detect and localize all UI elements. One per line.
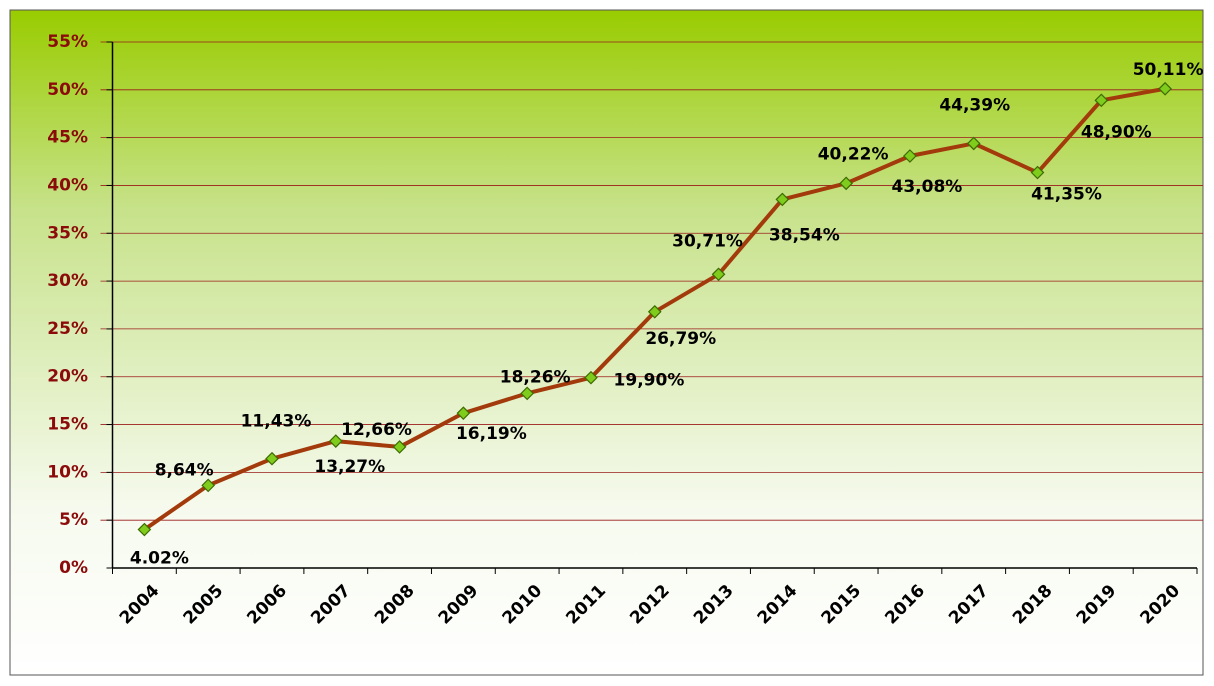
data-label: 44,39% [939, 95, 1010, 115]
marker [456, 406, 471, 421]
marker [201, 478, 216, 493]
y-tick-label: 40% [47, 175, 88, 195]
y-tick-label: 45% [47, 128, 88, 148]
data-label: 8,64% [155, 460, 214, 480]
data-label: 26,79% [645, 329, 716, 349]
data-label: 12,66% [341, 420, 412, 440]
data-label: 13,27% [314, 457, 385, 477]
marker [328, 434, 343, 448]
data-label: 38,54% [769, 225, 840, 245]
data-label: 19,90% [614, 371, 685, 391]
data-label: 11,43% [241, 412, 312, 432]
marker [711, 267, 726, 282]
y-tick-label: 25% [47, 319, 88, 339]
data-label: 43,08% [892, 177, 963, 197]
marker [584, 370, 598, 385]
y-tick-label: 50% [47, 80, 88, 100]
y-tick-label: 0% [59, 558, 88, 578]
y-tick-label: 15% [47, 415, 88, 435]
marker [839, 176, 853, 191]
marker [966, 136, 981, 151]
marker [1158, 81, 1172, 96]
data-label: 48,90% [1081, 122, 1152, 142]
marker [647, 304, 662, 319]
data-label: 40,22% [818, 144, 889, 164]
data-label: 50,11% [1133, 60, 1204, 80]
chart-area [9, 9, 1204, 676]
y-tick-label: 55% [47, 32, 88, 52]
data-label: 41,35% [1031, 185, 1102, 205]
data-label: 18,26% [500, 367, 571, 387]
y-tick-label: 20% [47, 367, 88, 387]
marker [520, 386, 535, 401]
y-tick-label: 35% [47, 223, 88, 243]
marker [265, 451, 279, 466]
marker [775, 192, 790, 207]
y-tick-label: 5% [59, 510, 88, 530]
y-tick-label: 10% [47, 462, 88, 482]
y-tick-label: 30% [47, 271, 88, 291]
marker [137, 522, 152, 537]
data-label: 16,19% [456, 424, 527, 444]
marker [392, 440, 407, 454]
marker [1030, 165, 1045, 180]
data-label: 4.02% [130, 549, 189, 569]
data-label: 30,71% [672, 231, 743, 251]
marker [1094, 93, 1109, 108]
marker [903, 149, 917, 163]
